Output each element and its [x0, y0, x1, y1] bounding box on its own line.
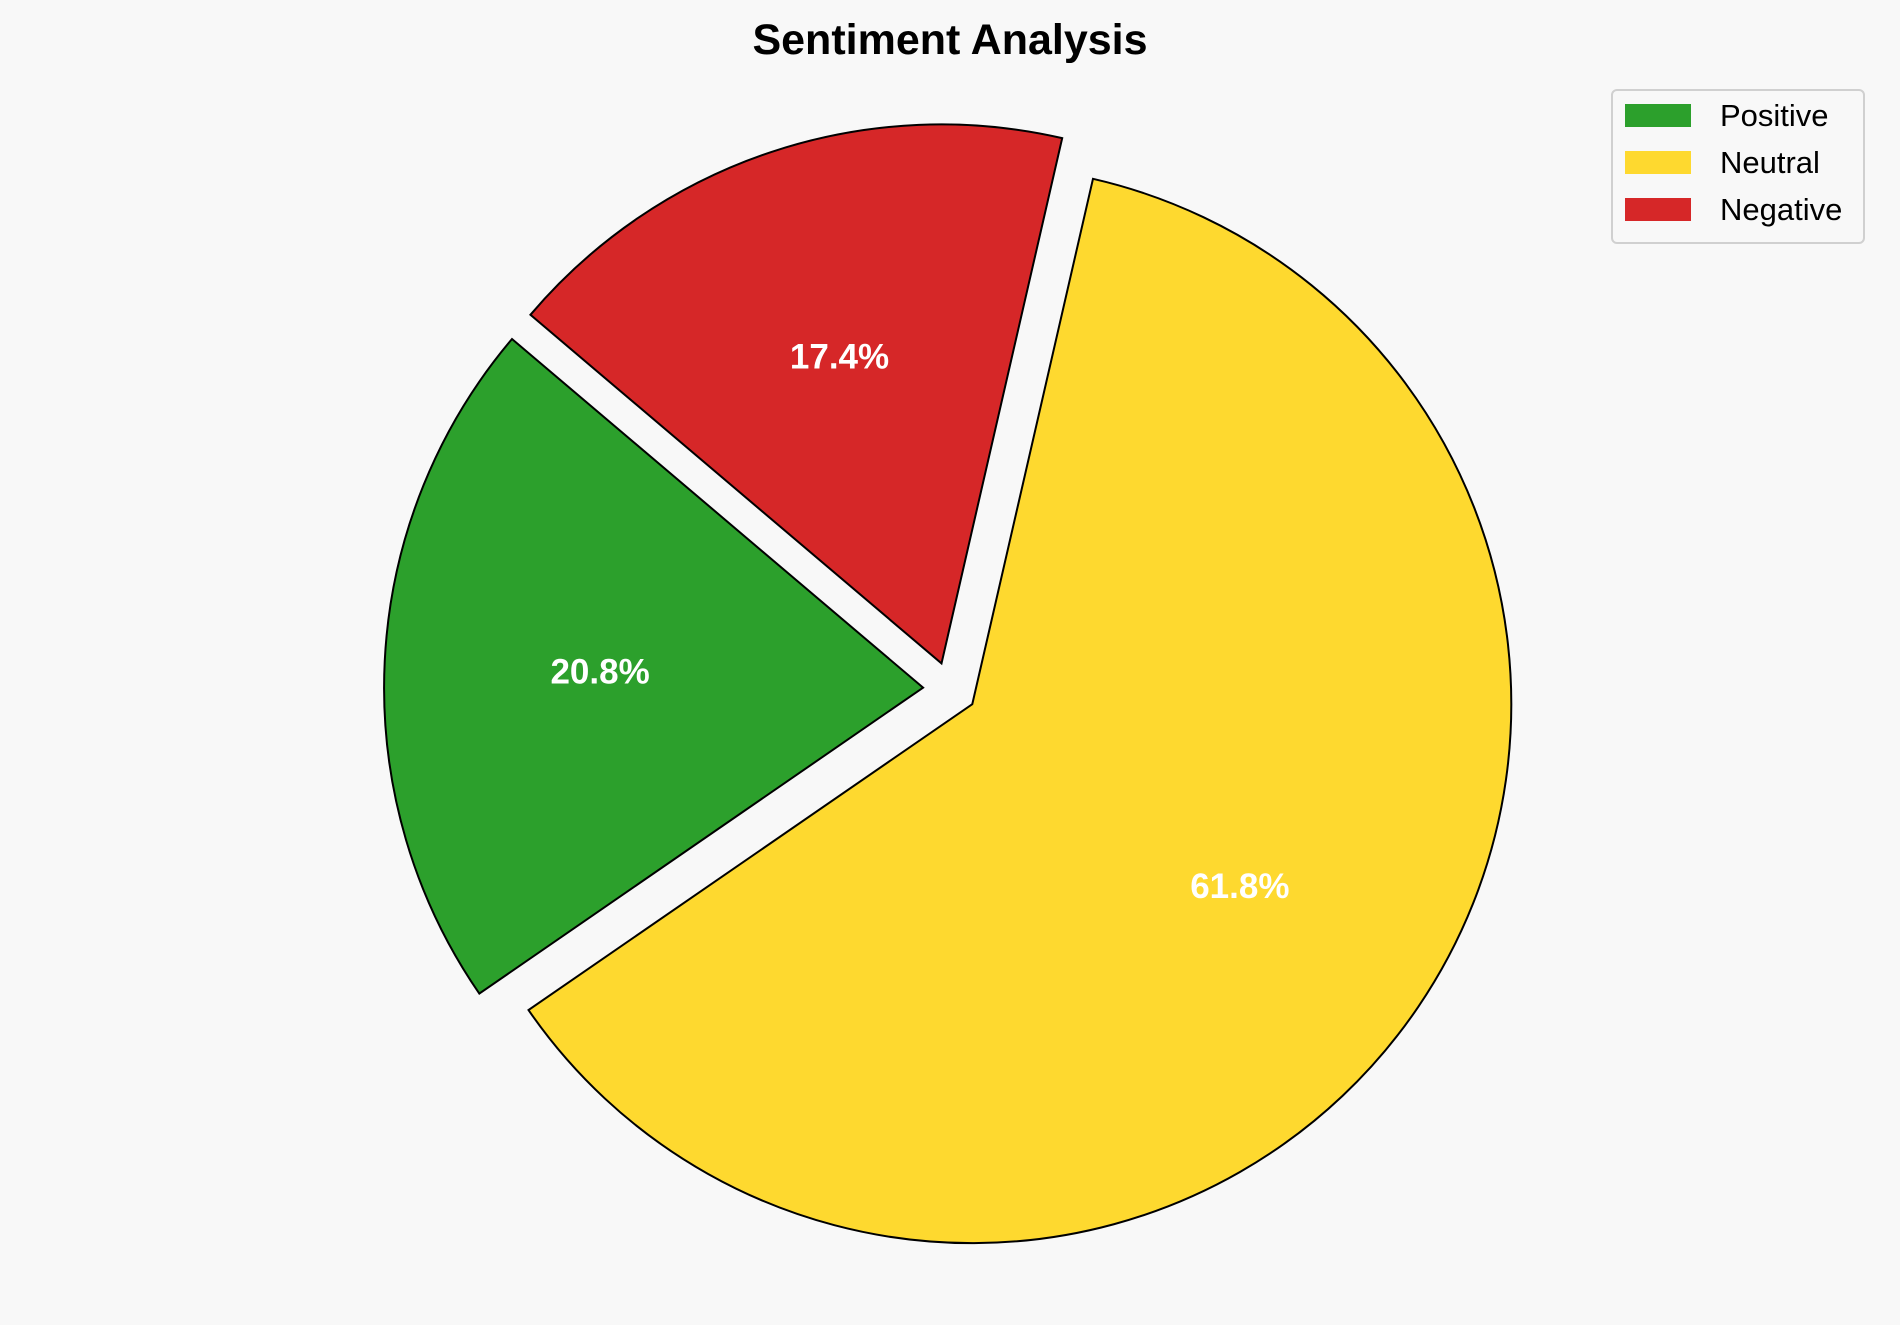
slice-positive — [383, 337, 925, 995]
slice-label-positive: 20.8% — [550, 653, 649, 692]
legend-swatch-neutral — [1625, 151, 1691, 174]
legend-label-positive: Positive — [1720, 98, 1829, 133]
legend: Positive Neutral Negative — [1611, 89, 1865, 244]
slice-label-negative: 17.4% — [790, 338, 889, 377]
slices — [383, 123, 1513, 1245]
slice-labels: 20.8% 61.8% 17.4% — [550, 338, 1289, 906]
legend-swatch-positive — [1625, 104, 1691, 127]
slice-label-neutral: 61.8% — [1190, 867, 1289, 906]
legend-swatch-negative — [1625, 198, 1691, 221]
slice-neutral — [527, 177, 1513, 1245]
slice-negative — [529, 123, 1064, 666]
legend-label-neutral: Neutral — [1720, 145, 1820, 180]
legend-label-negative: Negative — [1720, 192, 1842, 227]
chart-title: Sentiment Analysis — [752, 16, 1147, 64]
